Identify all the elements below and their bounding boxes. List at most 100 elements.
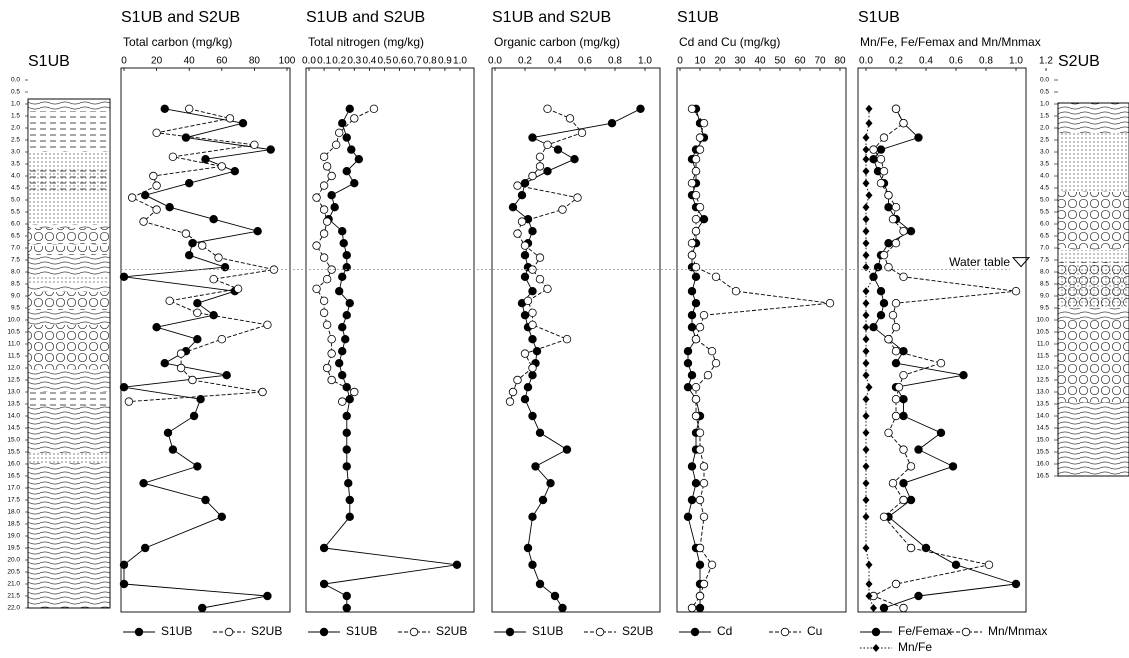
marker [952, 561, 960, 569]
marker [150, 172, 158, 180]
marker [863, 146, 870, 154]
marker [234, 285, 242, 293]
marker [826, 299, 834, 307]
marker [688, 323, 696, 331]
marker [239, 119, 247, 127]
marker [692, 335, 700, 343]
marker [120, 561, 128, 569]
legend-label: Cu [807, 624, 822, 638]
marker [343, 134, 351, 142]
marker [732, 287, 740, 295]
depth-tick-label: 10.5 [7, 329, 20, 336]
depth-tick-label: 1.5 [1040, 113, 1049, 120]
marker [866, 561, 873, 569]
marker [533, 347, 541, 355]
marker [863, 446, 870, 454]
marker [335, 359, 343, 367]
marker [863, 155, 870, 163]
x-tick-label: 0.6 [393, 56, 407, 67]
depth-tick-label: 6.0 [11, 221, 20, 228]
marker [536, 153, 544, 161]
marker [880, 167, 888, 175]
depth-tick-label: 1.0 [1040, 101, 1049, 108]
marker [332, 141, 340, 149]
marker [688, 311, 696, 319]
depth-tick-label: 0.5 [11, 89, 20, 96]
marker [900, 496, 908, 504]
marker [692, 412, 700, 420]
x-tick-label: 0 [677, 56, 683, 67]
marker [514, 230, 522, 238]
marker [182, 134, 190, 142]
legend-label: S1UB [161, 624, 192, 638]
marker [866, 580, 873, 588]
depth-tick-label: 0.0 [11, 77, 20, 84]
marker [544, 167, 552, 175]
marker [140, 479, 148, 487]
marker [328, 376, 336, 384]
marker [563, 446, 571, 454]
depth-tick-label: 5.0 [11, 197, 20, 204]
marker [153, 323, 161, 331]
marker [885, 191, 893, 199]
column-title: S1UB [28, 53, 70, 70]
marker [182, 230, 190, 238]
marker [863, 544, 870, 552]
marker [559, 604, 567, 612]
x-tick-label: 0.0 [859, 56, 873, 67]
marker [341, 335, 349, 343]
marker [700, 119, 708, 127]
depth-tick-label: 2.5 [1040, 137, 1049, 144]
marker [870, 323, 878, 331]
plot-frame [492, 68, 660, 612]
depth-tick-label: 21.5 [7, 593, 20, 600]
marker [544, 285, 552, 293]
depth-tick-label: 10.5 [1036, 329, 1049, 336]
marker [521, 273, 529, 281]
marker [863, 311, 870, 319]
depth-tick-label: 3.0 [11, 149, 20, 156]
depth-tick-label: 4.5 [11, 185, 20, 192]
x-tick-label: 70 [814, 56, 826, 67]
marker [198, 242, 206, 250]
depth-tick-label: 3.0 [1040, 149, 1049, 156]
x-tick-label: 1.0 [1009, 56, 1023, 67]
marker [863, 263, 870, 271]
marker [566, 115, 574, 123]
marker [529, 309, 537, 317]
marker [524, 383, 532, 391]
marker [863, 239, 870, 247]
x-axis-label: Organic carbon (mg/kg) [494, 35, 620, 49]
marker [254, 227, 262, 235]
depth-tick-label: 4.0 [11, 173, 20, 180]
depth-tick-label: 4.5 [1040, 185, 1049, 192]
legend-marker [135, 628, 143, 636]
marker [320, 206, 328, 214]
depth-tick-label: 15.0 [7, 437, 20, 444]
legend-label: Fe/Femax [898, 624, 952, 638]
marker [177, 350, 185, 358]
legend-marker [691, 628, 699, 636]
marker [198, 604, 206, 612]
marker [161, 359, 169, 367]
x-tick-label: 0.0 [302, 56, 316, 67]
marker [169, 153, 177, 161]
depth-tick-label: 4.0 [1040, 173, 1049, 180]
marker [866, 105, 873, 113]
depth-tick-label: 11.0 [1037, 341, 1050, 348]
marker [346, 395, 354, 403]
series [870, 105, 1020, 612]
depth-tick-label: 9.0 [11, 293, 20, 300]
marker [688, 105, 696, 113]
marker [692, 479, 700, 487]
x-tick-label: 0.6 [578, 56, 592, 67]
x-tick-label: 0.3 [347, 56, 361, 67]
marker [453, 561, 461, 569]
marker [870, 604, 877, 612]
depth-tick-label: 5.5 [11, 209, 20, 216]
marker [169, 446, 177, 454]
marker [892, 323, 900, 331]
marker [521, 350, 529, 358]
marker [708, 561, 716, 569]
depth-tick-label: 7.0 [1040, 245, 1049, 252]
